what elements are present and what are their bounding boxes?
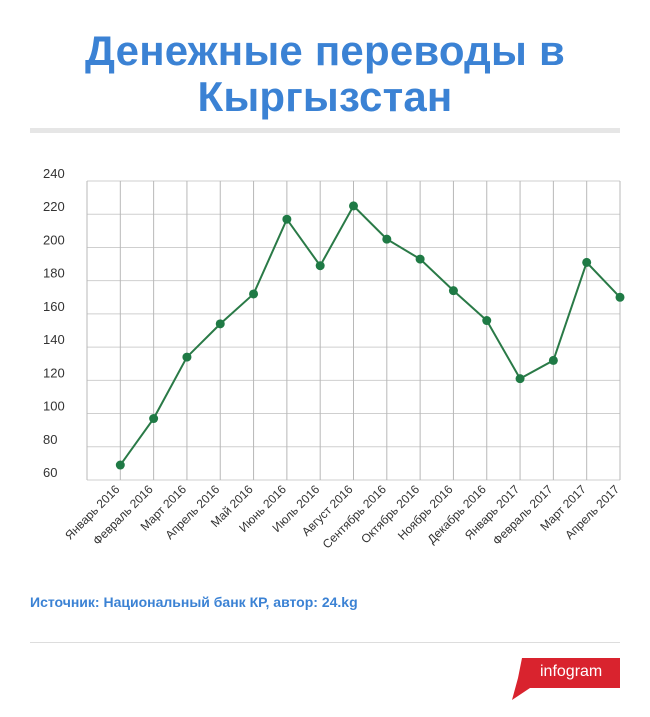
footer-divider <box>30 642 620 643</box>
title-line-2: Кыргызстан <box>197 73 453 120</box>
title-divider <box>30 128 620 133</box>
data-point <box>482 316 492 326</box>
data-point <box>149 414 159 424</box>
infogram-logo-shape <box>512 658 620 700</box>
data-point <box>615 292 625 302</box>
data-point <box>182 352 192 362</box>
y-tick-label: 160 <box>43 299 65 314</box>
source-note: Источник: Национальный банк КР, автор: 2… <box>30 594 358 610</box>
data-point <box>515 374 525 384</box>
data-point <box>315 261 325 271</box>
y-tick-label: 120 <box>43 365 65 380</box>
y-tick-label: 200 <box>43 232 65 247</box>
y-tick-label: 60 <box>43 465 57 480</box>
y-tick-label: 100 <box>43 399 65 414</box>
infogram-logo-text[interactable]: infogram <box>540 663 603 680</box>
y-tick-label: 180 <box>43 266 65 281</box>
data-point <box>415 254 425 264</box>
chart-title: Денежные переводы в Кыргызстан <box>0 28 650 120</box>
y-tick-label: 240 <box>43 166 65 181</box>
data-point <box>548 355 558 365</box>
infogram-logo[interactable] <box>508 656 622 702</box>
data-point <box>215 319 225 329</box>
title-line-1: Денежные переводы в <box>85 27 565 74</box>
data-point <box>249 289 259 299</box>
data-point <box>282 214 292 224</box>
series-line <box>119 204 621 466</box>
y-tick-label: 140 <box>43 332 65 347</box>
data-point <box>448 286 458 296</box>
data-point <box>115 460 125 470</box>
data-point <box>382 234 392 244</box>
data-point <box>349 201 358 211</box>
y-tick-label: 80 <box>43 432 57 447</box>
data-point <box>582 257 592 267</box>
y-tick-label: 220 <box>43 199 65 214</box>
